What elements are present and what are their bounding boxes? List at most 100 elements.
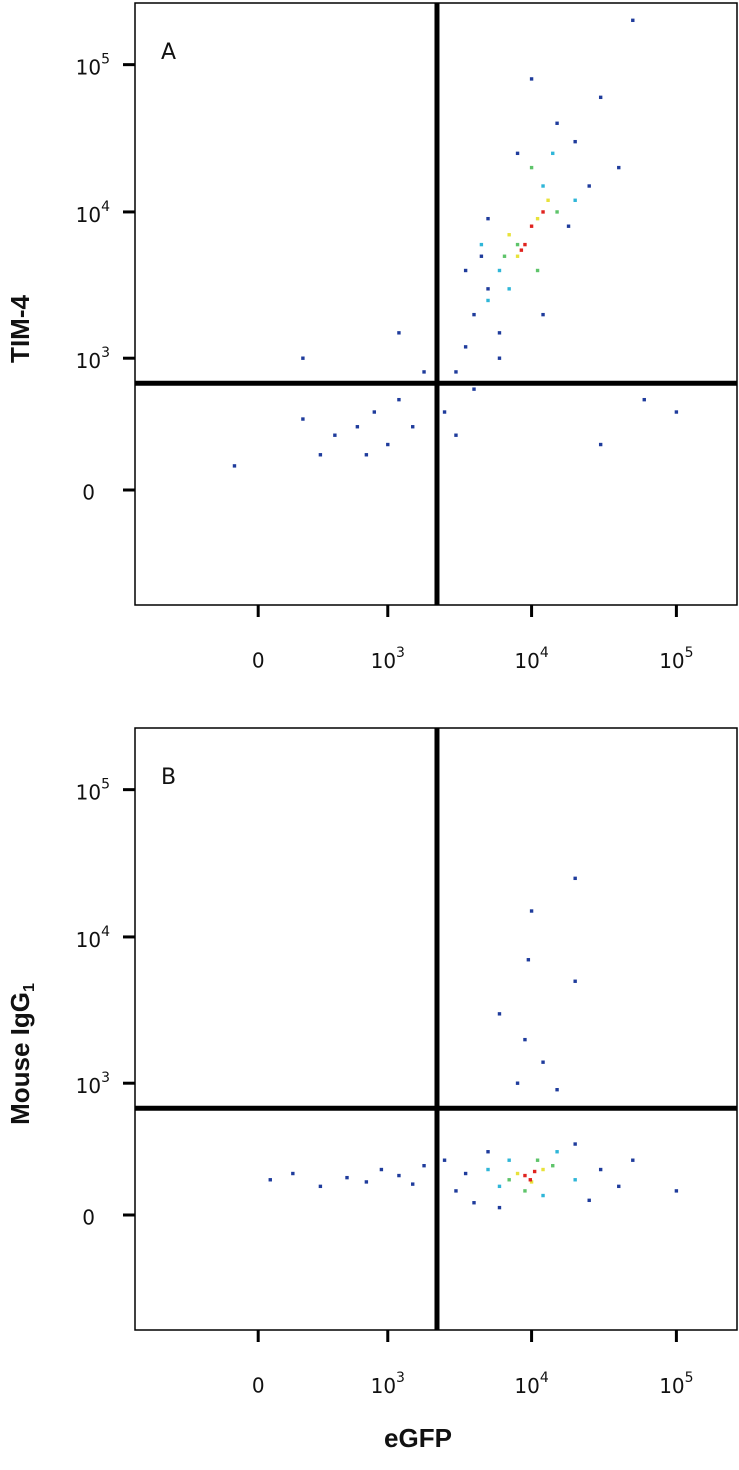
- event-dot: [318, 453, 323, 457]
- event-dot: [573, 979, 577, 983]
- event-dot: [497, 1205, 502, 1210]
- event-dot: [529, 224, 534, 228]
- x-axis-label: eGFP: [384, 1423, 452, 1453]
- event-dot: [486, 298, 490, 303]
- y-axis-label: TIM-4: [5, 295, 35, 363]
- tick-label-exponent: 5: [101, 52, 110, 68]
- event-dot: [355, 425, 360, 429]
- event-dot: [364, 1180, 369, 1184]
- tick-label-exponent: 5: [685, 645, 694, 661]
- y-axis-label: Mouse IgG1: [5, 983, 38, 1125]
- event-dot: [463, 345, 468, 349]
- tick-label-exponent: 3: [101, 1070, 110, 1086]
- tick-label-base: 10: [76, 1074, 101, 1098]
- event-dot: [472, 1201, 476, 1205]
- tick-label-base: 10: [371, 1374, 396, 1398]
- event-dot: [587, 184, 591, 188]
- tick-label: 103: [76, 1070, 110, 1098]
- event-dot: [535, 216, 540, 221]
- event-dot: [411, 425, 415, 429]
- event-dot: [515, 242, 520, 247]
- tick-label-base: 10: [514, 649, 539, 673]
- tick-label-exponent: 4: [101, 199, 110, 215]
- tick-label-base: 10: [76, 780, 101, 804]
- event-dot: [345, 1175, 349, 1180]
- event-dot: [617, 1184, 621, 1189]
- event-dot: [486, 287, 490, 291]
- event-dot: [631, 1158, 635, 1162]
- tick-label: 0: [82, 481, 95, 505]
- event-dot: [479, 254, 484, 258]
- event-dot: [454, 1189, 458, 1193]
- event-dot: [541, 1167, 545, 1172]
- event-dot: [497, 1012, 502, 1016]
- event-dot: [598, 1167, 603, 1172]
- event-dot: [535, 1158, 540, 1162]
- event-dot: [422, 370, 426, 374]
- event-dot: [486, 1150, 490, 1154]
- tick-label: 103: [371, 645, 405, 673]
- event-dot: [301, 356, 305, 360]
- tick-label-base: 10: [659, 1374, 684, 1398]
- event-dot: [535, 268, 540, 273]
- event-dot: [555, 1088, 559, 1092]
- event-dot: [497, 268, 502, 273]
- y-axis-label-sub: 1: [21, 983, 38, 992]
- event-dot: [379, 1167, 384, 1172]
- tick-label: 105: [659, 645, 693, 673]
- tick-label-base: 10: [76, 927, 101, 951]
- event-dot: [541, 184, 545, 188]
- tick-label: 103: [76, 345, 110, 373]
- event-dot: [529, 165, 534, 170]
- panel-letter: A: [161, 40, 176, 65]
- tick-label: 105: [76, 777, 110, 805]
- panel-letter: B: [161, 765, 176, 790]
- event-dot: [472, 312, 476, 317]
- event-dot: [268, 1178, 272, 1182]
- event-dot: [232, 464, 237, 468]
- event-dot: [397, 331, 401, 335]
- event-dot: [497, 1184, 502, 1189]
- event-dot: [566, 224, 571, 228]
- event-dot: [523, 1189, 527, 1193]
- event-dot: [523, 1173, 527, 1178]
- event-dot: [523, 242, 527, 247]
- tick-label-exponent: 3: [396, 1370, 405, 1386]
- event-dot: [546, 198, 550, 202]
- event-dot: [598, 442, 603, 447]
- event-dot: [463, 268, 468, 273]
- event-dot: [555, 1150, 559, 1154]
- tick-label-base: 10: [659, 649, 684, 673]
- event-dot: [523, 1037, 527, 1042]
- event-dot: [642, 397, 646, 402]
- tick-label: 103: [371, 1370, 405, 1398]
- event-dot: [587, 1198, 591, 1203]
- tick-label-exponent: 5: [685, 1370, 694, 1386]
- tick-label-exponent: 4: [540, 645, 549, 661]
- event-dot: [291, 1171, 295, 1176]
- event-dot: [411, 1182, 415, 1186]
- event-dot: [486, 1167, 490, 1172]
- event-dot: [515, 1081, 520, 1085]
- event-dot: [422, 1164, 426, 1168]
- event-dot: [541, 210, 545, 214]
- y-axis-label-text: TIM-4: [5, 295, 35, 363]
- tick-label: 0: [82, 1206, 95, 1230]
- event-dot: [333, 433, 337, 437]
- tick-label: 0: [252, 1374, 265, 1398]
- event-dot: [507, 1158, 511, 1162]
- event-dot: [526, 958, 531, 962]
- event-dot: [502, 254, 507, 258]
- tick-label: 104: [514, 1370, 548, 1398]
- event-dot: [528, 1178, 533, 1182]
- event-dot: [551, 1164, 555, 1168]
- tick-label-base: 10: [514, 1374, 539, 1398]
- event-dot: [318, 1184, 323, 1189]
- event-dot: [573, 139, 577, 144]
- event-dot: [507, 1178, 511, 1182]
- event-dot: [573, 198, 577, 202]
- event-dot: [532, 1169, 537, 1174]
- event-dot: [551, 151, 555, 156]
- event-dot: [515, 254, 520, 258]
- event-dot: [529, 1180, 534, 1184]
